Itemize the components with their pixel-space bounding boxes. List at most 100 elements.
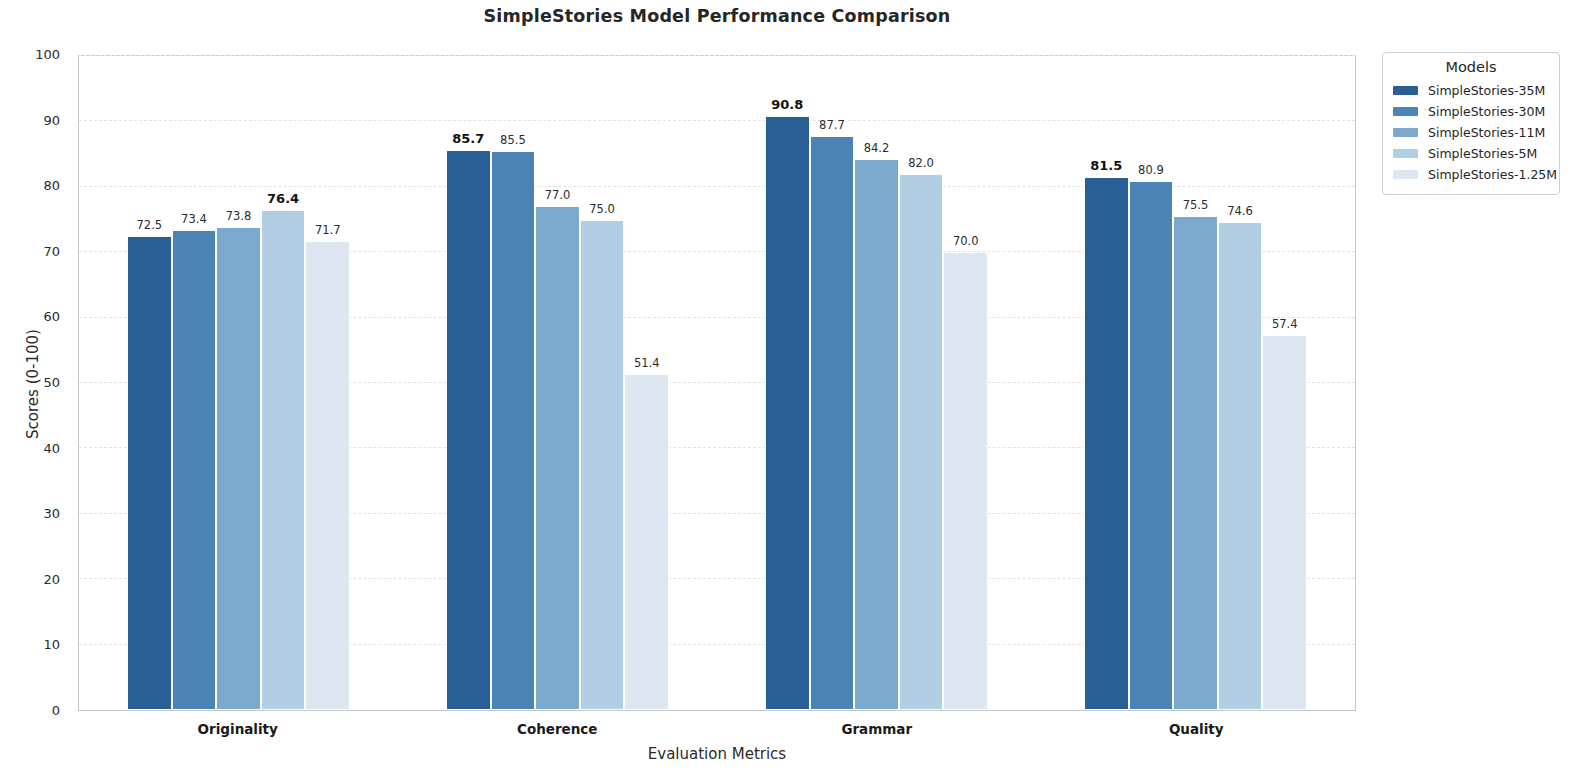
bar-value-label: 75.0 <box>589 202 615 216</box>
legend-item: SimpleStories-5M <box>1393 143 1549 164</box>
bar <box>1129 181 1174 710</box>
bar-group: 90.8 87.7 84.2 82.0 70.0 <box>717 56 1036 710</box>
bar-value-label: 70.0 <box>953 234 979 248</box>
y-axis-ticks: 0102030405060708090100 <box>0 55 68 711</box>
bar <box>1084 177 1129 710</box>
bar <box>943 252 988 710</box>
bar-value-label: 85.5 <box>500 133 526 147</box>
bar <box>491 151 536 710</box>
bar-slot: 75.5 <box>1173 56 1218 710</box>
bar <box>810 136 855 710</box>
y-tick-label: 90 <box>0 113 60 129</box>
legend-label: SimpleStories-1.25M <box>1428 167 1557 182</box>
legend-label: SimpleStories-5M <box>1428 146 1537 161</box>
bar-value-label: 82.0 <box>908 156 934 170</box>
bar <box>1173 216 1218 710</box>
bar-value-label: 90.8 <box>771 97 803 112</box>
bar <box>899 174 944 710</box>
bar-slot: 82.0 <box>899 56 944 710</box>
y-tick-label: 50 <box>0 375 60 391</box>
legend-item: SimpleStories-30M <box>1393 101 1549 122</box>
legend-label: SimpleStories-11M <box>1428 125 1545 140</box>
bar <box>305 241 350 710</box>
legend-item: SimpleStories-11M <box>1393 122 1549 143</box>
y-tick-label: 100 <box>0 47 60 63</box>
y-tick-label: 40 <box>0 441 60 457</box>
bar-slot: 73.8 <box>216 56 261 710</box>
bar-value-label: 76.4 <box>267 191 299 206</box>
y-tick-label: 10 <box>0 637 60 653</box>
bar-slot: 57.4 <box>1262 56 1307 710</box>
bar-value-label: 75.5 <box>1183 198 1209 212</box>
bar-slot: 76.4 <box>261 56 306 710</box>
y-tick-label: 0 <box>0 703 60 719</box>
bar-value-label: 77.0 <box>545 188 571 202</box>
legend-title: Models <box>1393 59 1549 75</box>
bar-value-label: 71.7 <box>315 223 341 237</box>
legend-swatch <box>1393 128 1418 137</box>
bar <box>127 236 172 710</box>
category-label: Grammar <box>717 721 1037 737</box>
legend: Models SimpleStories-35M SimpleStories-30… <box>1382 52 1560 195</box>
bar-slot: 71.7 <box>305 56 350 710</box>
bar-value-label: 87.7 <box>819 118 845 132</box>
bar-slot: 84.2 <box>854 56 899 710</box>
bar-slot: 72.5 <box>127 56 172 710</box>
bar <box>216 227 261 710</box>
bar-slot: 85.5 <box>491 56 536 710</box>
bar-value-label: 73.8 <box>226 209 252 223</box>
legend-item: SimpleStories-1.25M <box>1393 164 1549 185</box>
x-axis-label: Evaluation Metrics <box>78 745 1356 763</box>
bar-slot: 73.4 <box>172 56 217 710</box>
bar-value-label: 81.5 <box>1090 158 1122 173</box>
bar <box>535 206 580 710</box>
chart-title: SimpleStories Model Performance Comparis… <box>78 6 1356 26</box>
y-tick-label: 70 <box>0 244 60 260</box>
bar <box>765 116 810 710</box>
bar-value-label: 84.2 <box>864 141 890 155</box>
category-label: Coherence <box>398 721 718 737</box>
plot-area: 72.5 73.4 73.8 76.4 71.7 85.7 85.5 77.0 75.0 51.4… <box>78 55 1356 711</box>
bar-slot: 51.4 <box>624 56 669 710</box>
bar <box>446 150 491 710</box>
bar-value-label: 74.6 <box>1227 204 1253 218</box>
bar-value-label: 85.7 <box>452 131 484 146</box>
bar <box>624 374 669 710</box>
bar-slot: 81.5 <box>1084 56 1129 710</box>
bar-slot: 70.0 <box>943 56 988 710</box>
y-tick-label: 60 <box>0 309 60 325</box>
y-tick-label: 80 <box>0 178 60 194</box>
bar-slot: 85.7 <box>446 56 491 710</box>
bar-group: 81.5 80.9 75.5 74.6 57.4 <box>1036 56 1355 710</box>
legend-swatch <box>1393 107 1418 116</box>
bar-value-label: 51.4 <box>634 356 660 370</box>
bar <box>1218 222 1263 710</box>
y-tick-label: 20 <box>0 572 60 588</box>
bar <box>854 159 899 710</box>
x-category-labels: OriginalityCoherenceGrammarQuality <box>78 721 1356 741</box>
bar-slot: 80.9 <box>1129 56 1174 710</box>
category-label: Originality <box>78 721 398 737</box>
bar-slot: 87.7 <box>810 56 855 710</box>
bar-value-label: 72.5 <box>137 218 163 232</box>
bar-slot: 75.0 <box>580 56 625 710</box>
legend-items: SimpleStories-35M SimpleStories-30M Simple… <box>1393 80 1549 185</box>
legend-label: SimpleStories-30M <box>1428 104 1545 119</box>
legend-item: SimpleStories-35M <box>1393 80 1549 101</box>
bar-value-label: 73.4 <box>181 212 207 226</box>
bar-slot: 77.0 <box>535 56 580 710</box>
bar-value-label: 80.9 <box>1138 163 1164 177</box>
legend-swatch <box>1393 170 1418 179</box>
bar-group: 85.7 85.5 77.0 75.0 51.4 <box>398 56 717 710</box>
bar-slot: 74.6 <box>1218 56 1263 710</box>
bar <box>172 230 217 710</box>
y-tick-label: 30 <box>0 506 60 522</box>
bar-slot: 90.8 <box>765 56 810 710</box>
bar-value-label: 57.4 <box>1272 317 1298 331</box>
bar <box>580 220 625 711</box>
bar-group: 72.5 73.4 73.8 76.4 71.7 <box>79 56 398 710</box>
legend-swatch <box>1393 86 1418 95</box>
legend-label: SimpleStories-35M <box>1428 83 1545 98</box>
bar <box>261 210 306 710</box>
bar <box>1262 335 1307 710</box>
